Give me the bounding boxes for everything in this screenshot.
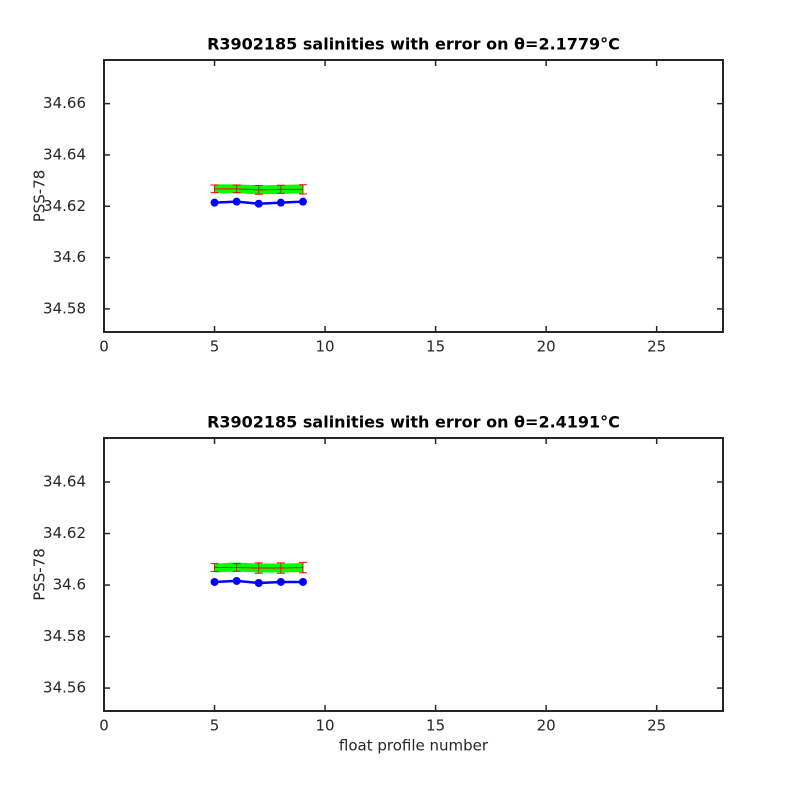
y-tick-label: 34.56	[43, 679, 86, 697]
error-bar	[232, 184, 241, 194]
data-point	[232, 576, 241, 585]
error-bar	[210, 184, 219, 194]
data-point	[276, 577, 285, 586]
chart-title: R3902185 salinities with error on θ=2.41…	[207, 413, 620, 432]
data-point	[298, 577, 307, 586]
x-tick-label: 15	[426, 717, 445, 735]
axes-box	[103, 437, 724, 712]
y-tick-label: 34.6	[53, 248, 86, 266]
x-tick-label: 20	[537, 717, 556, 735]
y-tick-label: 34.64	[43, 145, 86, 163]
data-point	[254, 199, 263, 208]
x-tick-label: 25	[647, 717, 666, 735]
error-bar	[298, 561, 307, 574]
data-point	[254, 578, 263, 587]
x-tick-label: 0	[99, 338, 109, 356]
y-tick-label: 34.66	[43, 94, 86, 112]
y-tick-label: 34.58	[43, 627, 86, 645]
error-bar	[276, 562, 285, 574]
y-tick-label: 34.6	[53, 576, 86, 594]
x-tick-label: 10	[316, 717, 335, 735]
error-bar	[254, 562, 263, 574]
data-point	[210, 198, 219, 207]
y-tick-label: 34.62	[43, 197, 86, 215]
x-tick-label: 5	[210, 717, 220, 735]
x-tick-label: 15	[426, 338, 445, 356]
axes-box	[103, 59, 724, 333]
error-bar	[210, 563, 219, 572]
x-tick-label: 0	[99, 717, 109, 735]
data-point	[210, 577, 219, 586]
chart-title: R3902185 salinities with error on θ=2.17…	[207, 35, 620, 54]
x-tick-label: 10	[316, 338, 335, 356]
error-bar	[276, 184, 285, 194]
data-point	[232, 197, 241, 206]
x-tick-label: 5	[210, 338, 220, 356]
x-tick-label: 20	[537, 338, 556, 356]
data-point	[276, 198, 285, 207]
data-point	[298, 197, 307, 206]
error-bar	[232, 563, 241, 572]
y-tick-label: 34.58	[43, 299, 86, 317]
x-axis-label: float profile number	[339, 737, 489, 755]
y-tick-label: 34.64	[43, 473, 86, 491]
x-tick-label: 25	[647, 338, 666, 356]
y-axis-label: PSS-78	[31, 170, 49, 223]
error-bar	[254, 184, 263, 195]
error-bar	[298, 184, 307, 195]
y-axis-label: PSS-78	[31, 548, 49, 601]
y-tick-label: 34.62	[43, 524, 86, 542]
